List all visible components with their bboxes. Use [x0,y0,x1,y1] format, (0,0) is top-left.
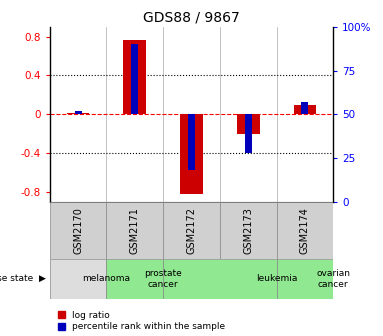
Bar [237,114,260,134]
Text: prostate
cancer: prostate cancer [144,269,182,289]
Bar [163,202,220,259]
Title: GDS88 / 9867: GDS88 / 9867 [143,10,240,24]
Bar [277,202,333,259]
Text: GSM2172: GSM2172 [187,207,196,254]
Bar [50,259,106,299]
Bar [277,259,333,299]
Bar [106,259,163,299]
Bar [301,102,308,114]
Text: GSM2171: GSM2171 [130,207,140,254]
Bar [163,259,277,299]
Bar [106,202,163,259]
Legend: log ratio, percentile rank within the sample: log ratio, percentile rank within the sa… [54,307,229,335]
Bar [123,40,146,114]
Text: disease state  ▶: disease state ▶ [0,275,46,283]
Bar [293,104,316,114]
Text: GSM2173: GSM2173 [243,207,253,254]
Bar [180,114,203,194]
Bar [220,202,277,259]
Text: leukemia: leukemia [256,275,297,283]
Bar [50,202,106,259]
Text: ovarian
cancer: ovarian cancer [316,269,350,289]
Bar [188,114,195,170]
Text: GSM2174: GSM2174 [300,207,310,254]
Text: melanoma: melanoma [82,275,131,283]
Text: GSM2170: GSM2170 [73,207,83,254]
Bar [245,114,252,153]
Bar [75,111,82,114]
Bar [131,44,138,114]
Bar [67,113,90,114]
